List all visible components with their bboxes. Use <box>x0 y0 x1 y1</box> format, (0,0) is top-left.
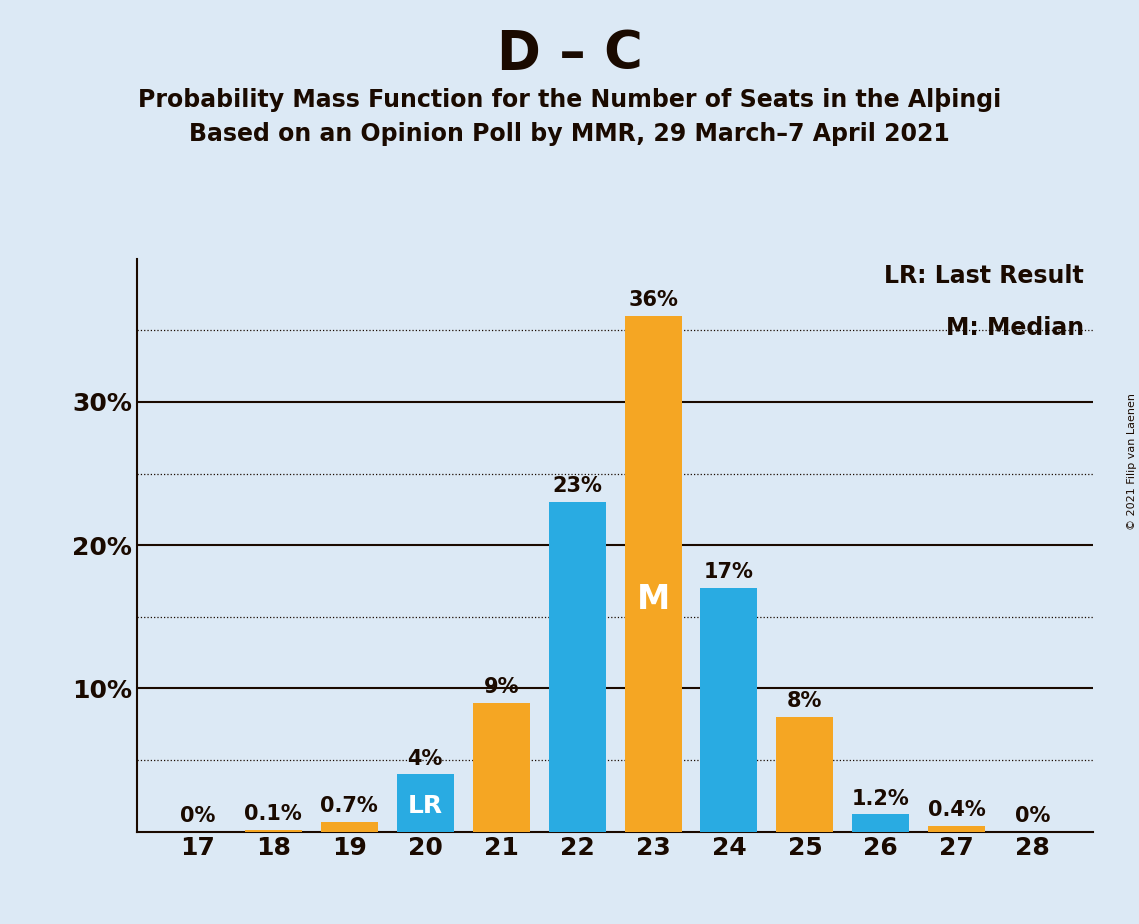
Text: Probability Mass Function for the Number of Seats in the Alþingi: Probability Mass Function for the Number… <box>138 88 1001 112</box>
Bar <box>700 588 757 832</box>
Bar <box>928 826 985 832</box>
Text: LR: LR <box>408 794 443 818</box>
Text: 0%: 0% <box>180 806 215 826</box>
Text: 17%: 17% <box>704 563 754 582</box>
Text: LR: Last Result: LR: Last Result <box>884 264 1084 288</box>
Text: 23%: 23% <box>552 477 603 496</box>
Text: 4%: 4% <box>408 748 443 769</box>
Bar <box>396 774 453 832</box>
Bar <box>852 814 909 832</box>
Text: M: Median: M: Median <box>945 316 1084 340</box>
Text: 8%: 8% <box>787 691 822 711</box>
Text: M: M <box>637 583 670 616</box>
Text: D – C: D – C <box>497 28 642 79</box>
Bar <box>624 316 681 832</box>
Text: 36%: 36% <box>628 290 678 310</box>
Text: 9%: 9% <box>483 677 519 697</box>
Text: 0.1%: 0.1% <box>245 805 302 824</box>
Text: 0.7%: 0.7% <box>320 796 378 816</box>
Text: Based on an Opinion Poll by MMR, 29 March–7 April 2021: Based on an Opinion Poll by MMR, 29 Marc… <box>189 122 950 146</box>
Text: 0%: 0% <box>1015 806 1050 826</box>
Text: © 2021 Filip van Laenen: © 2021 Filip van Laenen <box>1126 394 1137 530</box>
Text: 0.4%: 0.4% <box>928 800 985 821</box>
Bar <box>245 830 302 832</box>
Bar <box>473 702 530 832</box>
Bar <box>549 503 606 832</box>
Bar <box>321 821 378 832</box>
Bar <box>777 717 834 832</box>
Text: 1.2%: 1.2% <box>852 789 910 808</box>
